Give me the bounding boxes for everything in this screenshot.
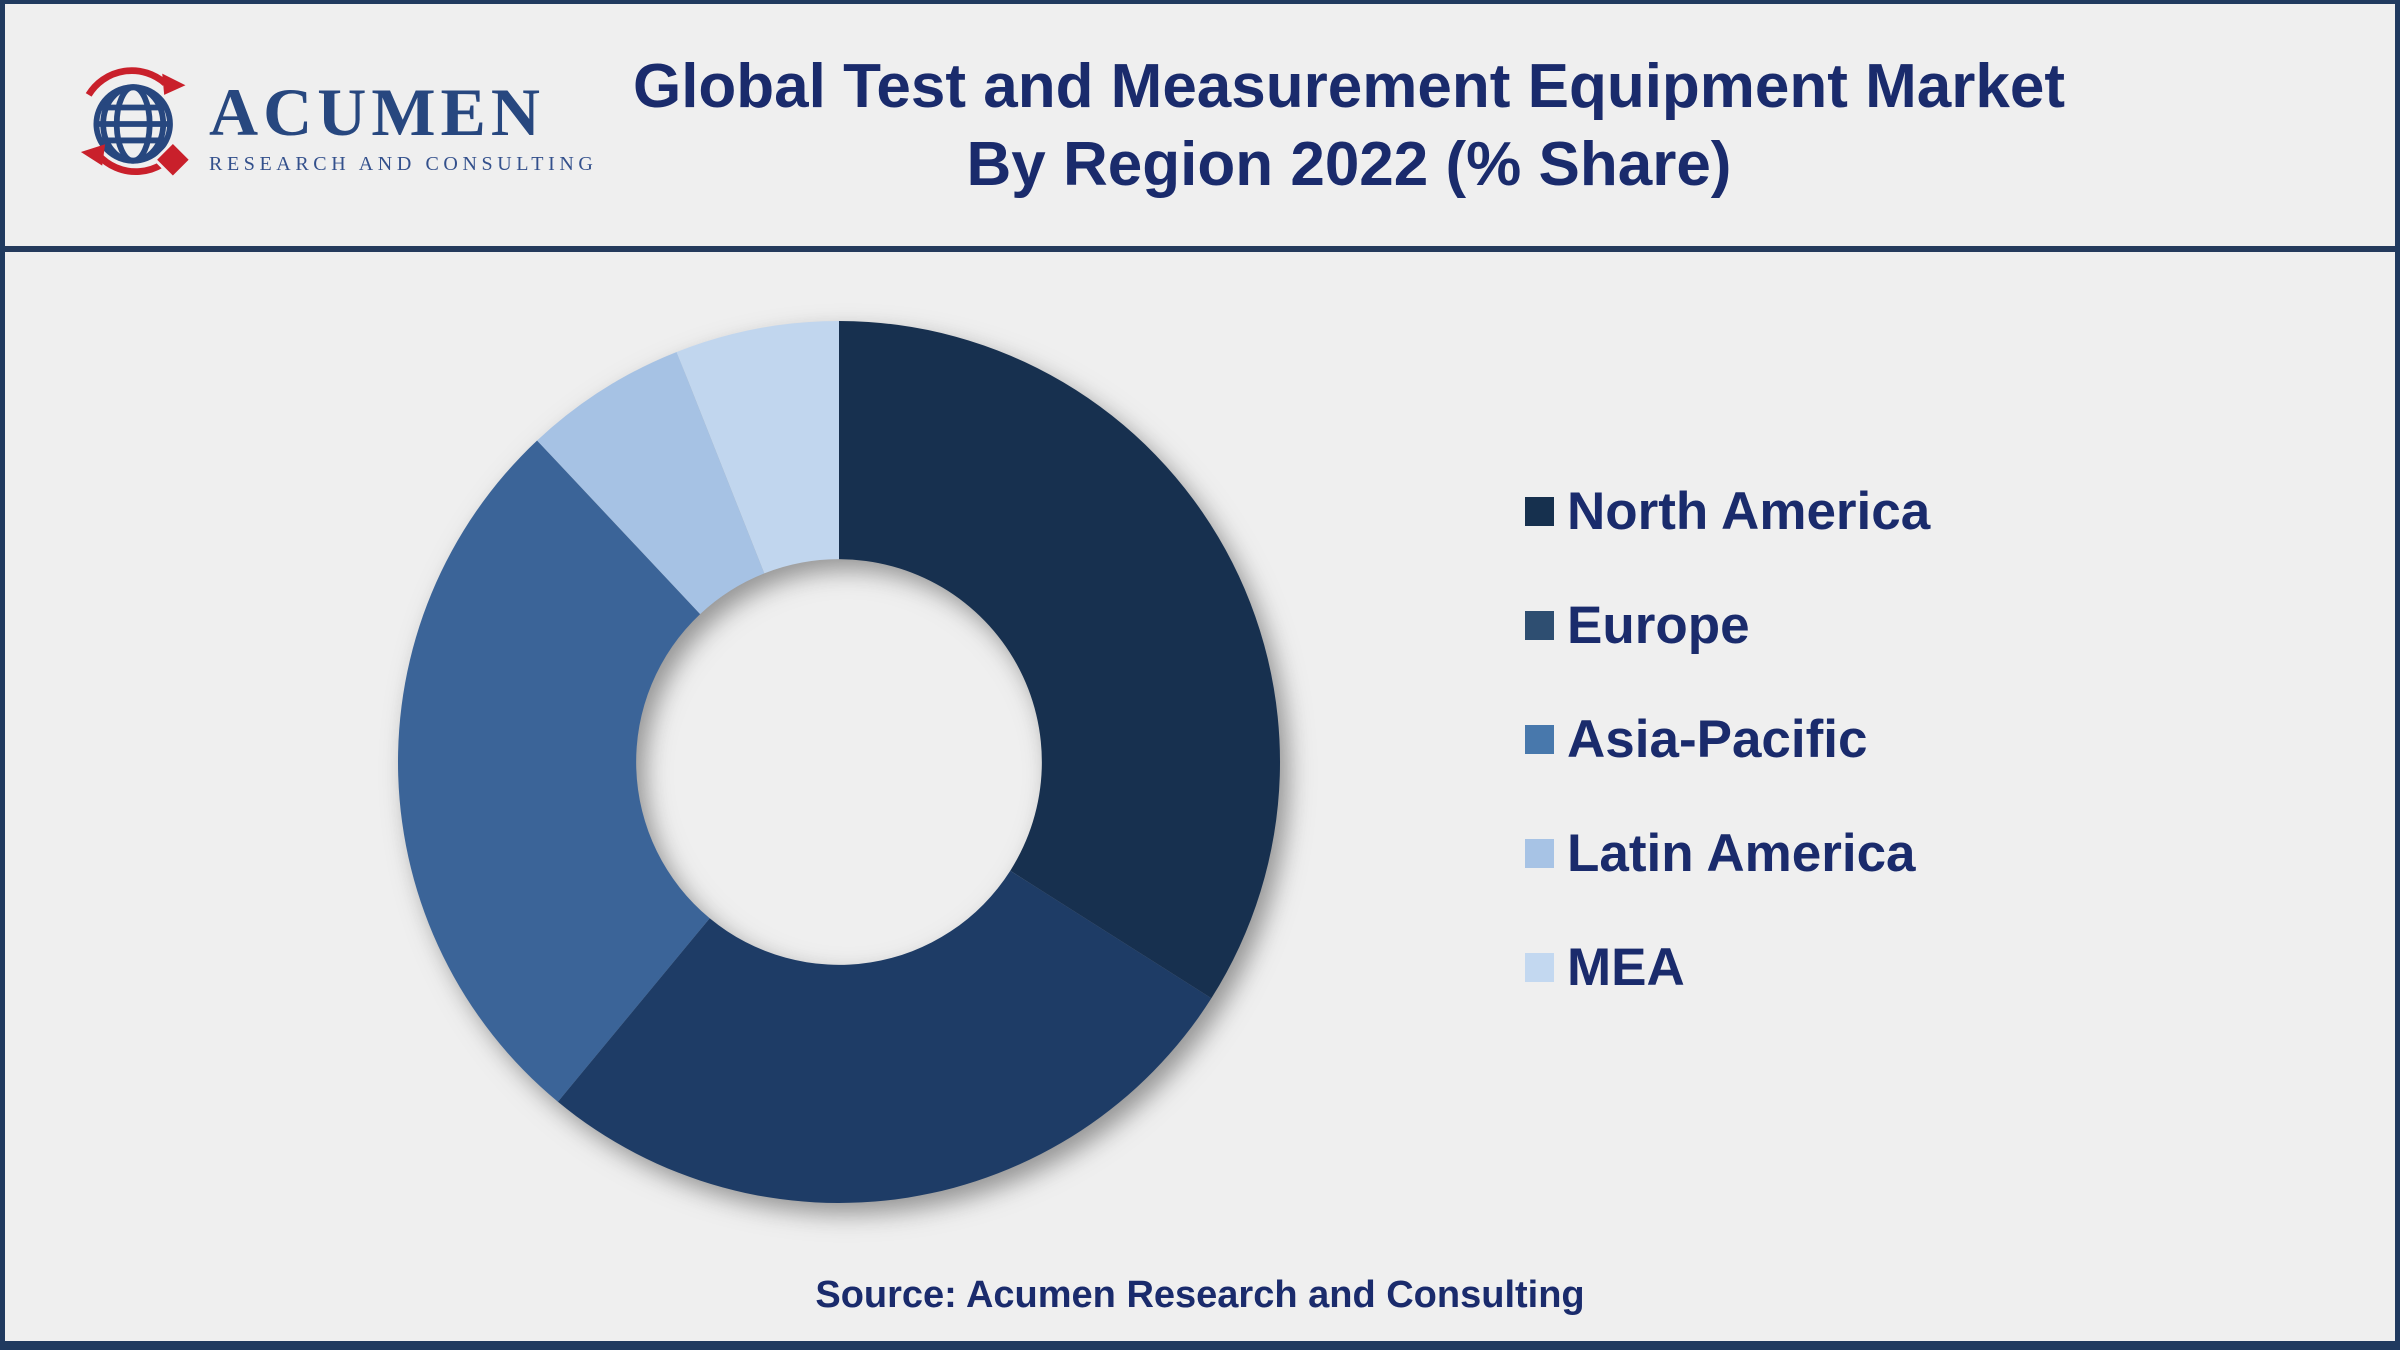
legend-swatch-asia-pacific (1525, 724, 1554, 754)
acumen-logo: ACUMEN RESEARCH AND CONSULTING (71, 62, 597, 184)
globe-icon (71, 62, 207, 184)
legend-swatch-mea (1525, 952, 1554, 982)
legend-label-europe: Europe (1567, 595, 1750, 655)
legend: North America Europe Asia-Pacific Latin Ame… (1525, 482, 1930, 996)
slice-latin-america (537, 351, 765, 615)
chart-title: Global Test and Measurement Equipment Ma… (315, 48, 2383, 204)
donut-chart (397, 321, 1281, 1204)
header-divider (5, 246, 2395, 252)
legend-swatch-europe (1525, 610, 1554, 640)
legend-label-latin-america: Latin America (1567, 823, 1916, 883)
legend-item-asia-pacific: Asia-Pacific (1525, 710, 1930, 768)
chart-title-line2: By Region 2022 (% Share) (966, 130, 1732, 199)
logo-name: ACUMEN (209, 74, 545, 150)
slice-asia-pacific (397, 440, 710, 1102)
legend-item-north-america: North America (1525, 482, 1930, 540)
slice-north-america (839, 321, 1281, 999)
source-text: Source: Acumen Research and Consulting (815, 1274, 1585, 1316)
legend-item-europe: Europe (1525, 596, 1930, 654)
slice-mea (676, 321, 839, 574)
logo-tagline: RESEARCH AND CONSULTING (209, 153, 598, 175)
legend-item-latin-america: Latin America (1525, 824, 1930, 882)
legend-label-mea: MEA (1567, 937, 1685, 997)
legend-item-mea: MEA (1525, 938, 1930, 996)
legend-swatch-north-america (1525, 496, 1554, 526)
chart-title-line1: Global Test and Measurement Equipment Ma… (632, 52, 2066, 121)
slice-europe (557, 870, 1212, 1204)
legend-label-north-america: North America (1567, 481, 1931, 541)
header: ACUMEN RESEARCH AND CONSULTING Global Te… (5, 4, 2395, 246)
legend-label-asia-pacific: Asia-Pacific (1567, 709, 1868, 769)
logo-text: ACUMEN RESEARCH AND CONSULTING (209, 78, 597, 176)
legend-swatch-latin-america (1525, 838, 1554, 868)
